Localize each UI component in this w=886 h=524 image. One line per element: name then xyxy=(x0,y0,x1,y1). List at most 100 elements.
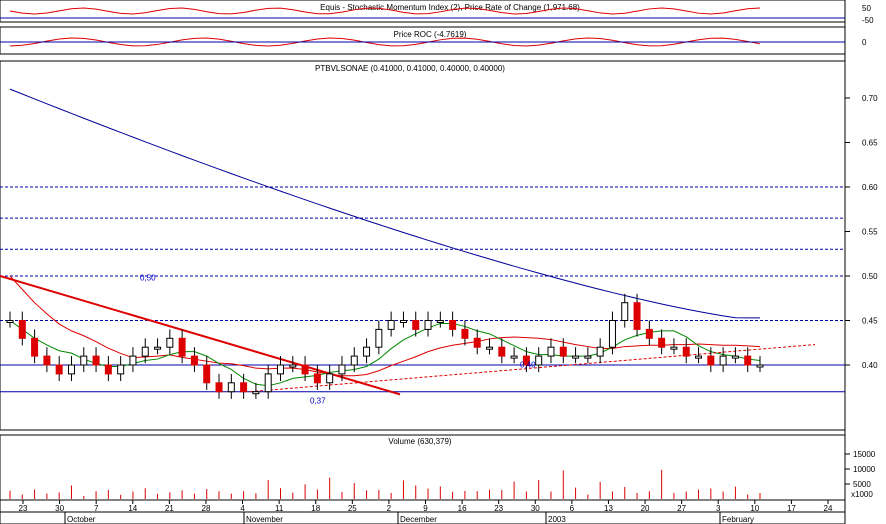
price-candles xyxy=(6,293,764,399)
candle-body xyxy=(436,320,444,323)
candle-body xyxy=(522,355,530,366)
indicator-lines xyxy=(0,7,845,47)
roc-title: Price ROC (-4.7619) xyxy=(394,30,467,39)
x-day-label: 30 xyxy=(531,504,540,513)
uptrend-line xyxy=(249,344,816,393)
candle-body xyxy=(572,355,580,359)
candle-body xyxy=(363,346,371,357)
candle-body xyxy=(252,391,260,395)
candle-body xyxy=(399,320,407,323)
candle-body xyxy=(707,355,715,366)
volume-unit-label: x1000 xyxy=(851,490,873,499)
x-month-label: November xyxy=(246,515,283,524)
candle-body xyxy=(154,346,162,350)
x-day-label: 28 xyxy=(202,504,211,513)
candle-body xyxy=(129,355,137,366)
candle-body xyxy=(31,337,39,357)
candle-body xyxy=(608,320,616,348)
candle-body xyxy=(621,302,629,322)
price-grid xyxy=(0,186,845,393)
x-day-label: 23 xyxy=(19,504,28,513)
candle-body xyxy=(375,328,383,348)
x-axis: 23 30 7 14 21 28 4 11 18 25 2 9 16 23 30 6 13 20 27 3 10 17 24… xyxy=(0,500,845,524)
price-tick-label: 0.60 xyxy=(862,183,878,192)
x-day-label: 21 xyxy=(165,504,174,513)
candle-body xyxy=(412,320,420,330)
candle-body xyxy=(756,364,764,368)
candle-body xyxy=(449,320,457,330)
downtrend-line xyxy=(0,275,401,396)
candle-body xyxy=(117,364,125,375)
roc-ticks: 0 xyxy=(862,38,867,47)
x-day-label: 18 xyxy=(311,504,320,513)
x-month-label: December xyxy=(400,515,437,524)
candle-body xyxy=(178,337,186,357)
candle-body xyxy=(424,320,432,330)
candle-body xyxy=(203,364,211,384)
candle-body xyxy=(510,355,518,359)
stochastic-tick-label: 50 xyxy=(862,4,871,13)
stochastic-line xyxy=(9,7,761,15)
roc-tick-label: 0 xyxy=(862,38,867,47)
candle-body xyxy=(719,355,727,366)
candle-body xyxy=(190,355,198,366)
candle-body xyxy=(166,337,174,348)
candle-body xyxy=(547,346,555,357)
candle-body xyxy=(559,346,567,357)
candle-body xyxy=(633,302,641,330)
candle-body xyxy=(264,373,272,393)
volume-title: Volume (630,379) xyxy=(388,437,451,446)
x-day-label: 25 xyxy=(348,504,357,513)
x-day-label: 20 xyxy=(641,504,650,513)
candle-body xyxy=(313,373,321,384)
x-month-label: February xyxy=(722,515,754,524)
candle-body xyxy=(596,346,604,357)
candle-body xyxy=(276,364,284,375)
price-tick-label: 0.50 xyxy=(862,272,878,281)
candle-body xyxy=(584,355,592,359)
price-annotations: 0,50 0,40 0,37 xyxy=(140,273,536,405)
x-day-label: 24 xyxy=(824,504,833,513)
candle-body xyxy=(535,355,543,366)
price-annotation: 0,40 xyxy=(520,361,536,370)
candle-body xyxy=(215,382,223,393)
candle-body xyxy=(104,364,112,375)
candle-body xyxy=(240,382,248,393)
price-tick-label: 0.55 xyxy=(862,228,878,237)
candle-body xyxy=(473,337,481,348)
price-annotation: 0,37 xyxy=(310,396,326,405)
candle-body xyxy=(55,364,63,375)
candle-body xyxy=(731,355,739,359)
candle-body xyxy=(67,364,75,375)
candle-body xyxy=(289,364,297,368)
price-tick-label: 0.65 xyxy=(862,139,878,148)
candle-body xyxy=(670,346,678,350)
candle-body xyxy=(682,346,690,357)
x-day-label: 10 xyxy=(750,504,759,513)
stochastic-ticks: 50-50 xyxy=(862,4,874,25)
x-day-label: 2 xyxy=(387,504,392,513)
price-panel xyxy=(0,60,846,431)
price-ticks: 0.70 0.65 0.60 0.55 0.50 0.45 0.40 xyxy=(845,94,878,370)
x-day-label: 30 xyxy=(55,504,64,513)
volume-tick-label: 15000 xyxy=(853,450,876,459)
x-day-label: 13 xyxy=(604,504,613,513)
candle-body xyxy=(326,373,334,384)
candle-body xyxy=(387,320,395,330)
candle-body xyxy=(43,355,51,366)
x-day-label: 11 xyxy=(275,504,284,513)
candle-body xyxy=(744,355,752,366)
candle-body xyxy=(301,364,309,375)
x-day-label: 16 xyxy=(458,504,467,513)
volume-bars xyxy=(9,469,761,499)
x-day-label: 14 xyxy=(128,504,137,513)
stochastic-tick-label: -50 xyxy=(862,16,874,25)
candle-body xyxy=(338,364,346,375)
candle-body xyxy=(6,320,14,323)
price-annotation: 0,50 xyxy=(140,273,156,282)
candle-body xyxy=(141,346,149,357)
x-day-label: 4 xyxy=(240,504,245,513)
price-title: PTBVLSONAE (0.41000, 0.41000, 0.40000, 0… xyxy=(315,64,505,73)
x-day-label: 9 xyxy=(423,504,428,513)
candle-body xyxy=(658,337,666,348)
